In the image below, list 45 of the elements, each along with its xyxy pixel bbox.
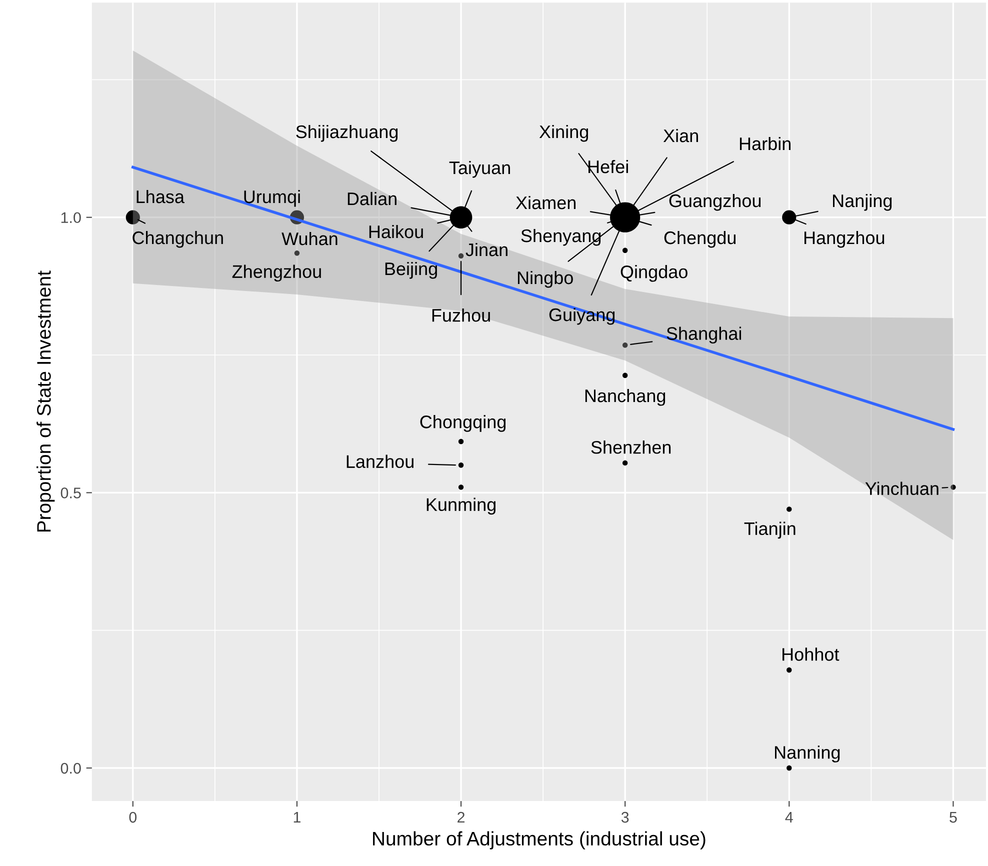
annotation: Zhengzhou — [232, 264, 321, 282]
annotation: Changchun — [132, 230, 223, 248]
annotation: Qingdao — [620, 264, 688, 282]
annotation: Chongqing — [420, 415, 506, 432]
x-tick-label: 2 — [458, 812, 465, 823]
x-tick-label: 3 — [621, 812, 629, 823]
annotation: Yinchuan — [865, 482, 938, 496]
annotation: Xiamen — [516, 196, 576, 210]
annotation: Shenyang — [521, 228, 601, 246]
annotation: Dalian — [348, 192, 396, 206]
annotation: Hohhot — [782, 648, 840, 661]
annotation: Shijiazhuang — [296, 124, 398, 142]
annotation: Urumqi — [244, 190, 300, 207]
annotation: Xining — [539, 124, 588, 142]
annotation: Harbin — [740, 136, 791, 150]
x-tick-label: 0 — [129, 812, 137, 823]
y-tick-label: 0.5 — [60, 488, 81, 498]
annotation: Kunming — [426, 498, 496, 515]
annotation: Jinan — [466, 242, 508, 256]
annotation: Wuhan — [282, 232, 338, 246]
annotation: Guangzhou — [669, 194, 761, 211]
annotation: Xian — [663, 128, 698, 142]
y-tick-label: 1.0 — [61, 212, 81, 224]
annotation: Hangzhou — [804, 230, 884, 248]
annotation: Fuzhou — [432, 308, 490, 322]
annotation: Lhasa — [136, 190, 184, 204]
x-axis-title: Number of Adjustments (industrial use) — [373, 831, 706, 850]
x-tick-label: 1 — [294, 812, 300, 823]
annotation: Haikou — [369, 224, 423, 238]
x-tick-label: 4 — [785, 812, 793, 823]
annotation: Shanghai — [666, 326, 742, 344]
annotation: Taiyuan — [449, 160, 510, 178]
annotation: Lanzhou — [346, 454, 414, 468]
x-tick-label: 5 — [950, 812, 957, 823]
annotation: Ningbo — [518, 270, 573, 288]
y-tick-label: 0.0 — [60, 762, 81, 774]
annotation: Nanning — [775, 746, 840, 762]
annotation: Chengdu — [664, 230, 736, 248]
y-axis-title: Proportion of State Investment — [36, 270, 55, 532]
annotation: Nanchang — [585, 388, 666, 406]
annotation: Tianjin — [744, 522, 796, 539]
annotation: Beijing — [385, 262, 437, 279]
annotation: Shenzhen — [591, 440, 671, 454]
annotation: Nanjing — [833, 194, 892, 211]
annotation: Hefei — [588, 160, 628, 174]
